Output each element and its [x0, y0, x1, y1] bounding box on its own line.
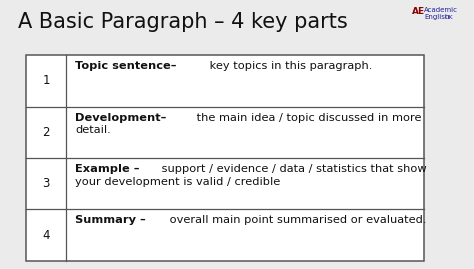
Text: your development is valid / credible: your development is valid / credible [75, 177, 280, 187]
Text: Development–: Development– [75, 112, 166, 122]
Text: Summary –: Summary – [75, 215, 146, 225]
Text: Example –: Example – [75, 164, 139, 174]
Text: 2: 2 [43, 126, 50, 139]
Text: overall main point summarised or evaluated.: overall main point summarised or evaluat… [166, 215, 427, 225]
Text: 1: 1 [43, 74, 50, 87]
Text: Topic sentence–: Topic sentence– [75, 61, 176, 71]
Bar [26, 55, 424, 261]
Text: detail.: detail. [75, 125, 110, 135]
Text: support / evidence / data / statistics that show: support / evidence / data / statistics t… [158, 164, 427, 174]
Text: A Basic Paragraph – 4 key parts: A Basic Paragraph – 4 key parts [18, 12, 348, 32]
Text: AE: AE [412, 7, 426, 16]
Text: 3: 3 [43, 177, 50, 190]
Text: Academic
English: Academic English [424, 7, 458, 20]
Text: the main idea / topic discussed in more: the main idea / topic discussed in more [193, 112, 421, 122]
Text: 4: 4 [43, 229, 50, 242]
Text: UK: UK [445, 15, 453, 20]
Text: key topics in this paragraph.: key topics in this paragraph. [206, 61, 372, 71]
